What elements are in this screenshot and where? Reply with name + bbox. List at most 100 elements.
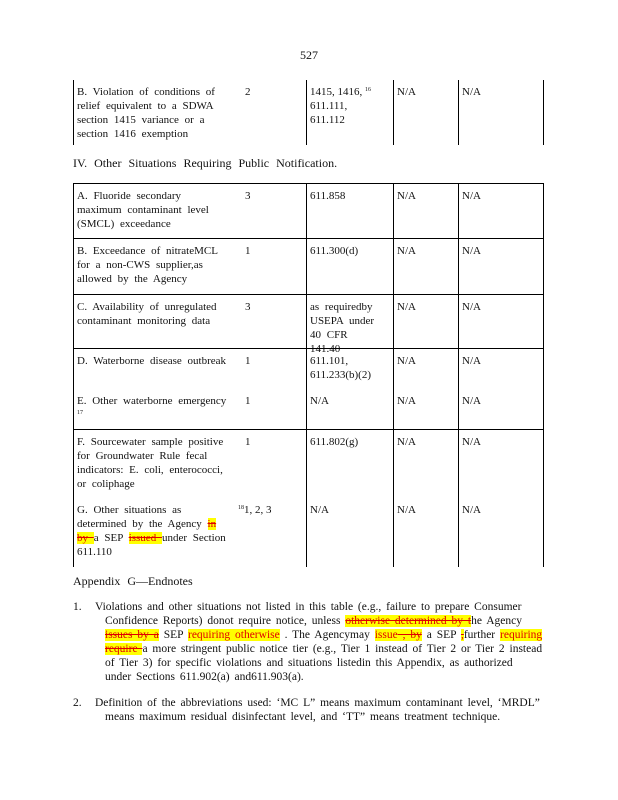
text-segment: further (463, 629, 501, 641)
citation-cell: 1415, 1416, 16 611.111, 611.112 (306, 80, 393, 145)
na-cell: N/A N/A (393, 430, 458, 567)
table-row: D. Waterborne disease outbreak E. Other w… (73, 348, 544, 429)
na-text: N/A (462, 355, 481, 367)
na-cell: N/A (393, 184, 458, 238)
footnote-ref: 18 (238, 505, 244, 511)
inserted-text: requiring otherwise (187, 629, 280, 641)
tier-text: 1 (245, 245, 251, 257)
na-text: N/A (462, 190, 481, 202)
footnote-ref: 17 (77, 410, 83, 416)
text-segment: he Agency (471, 615, 522, 627)
na-text: N/A (397, 436, 416, 448)
na-text: N/A (397, 190, 416, 202)
text-segment: . The Agencymay (279, 629, 375, 641)
inserted-text: issue (374, 629, 398, 641)
na-cell: N/A N/A (393, 349, 458, 429)
situation-cell: D. Waterborne disease outbreak E. Other w… (74, 349, 234, 429)
endnote-number: 2. (73, 697, 82, 709)
tier-cell: 1 (242, 239, 306, 294)
citation-text: 1415, 1416, (310, 86, 363, 98)
tier-text: 3 (245, 301, 251, 313)
na-text: N/A (397, 355, 416, 367)
citation-text: 611.802(g) (310, 436, 359, 448)
text-segment: G. Other situations as determined by the… (77, 504, 208, 530)
na-cell: N/A (458, 80, 545, 145)
na-text: N/A (397, 504, 416, 516)
text-segment: Violations and other situations not list… (95, 601, 522, 627)
citation-cell: 611.802(g) N/A (306, 430, 393, 567)
na-text: N/A (462, 301, 481, 313)
na-cell: N/A (393, 239, 458, 294)
text-segment: Definition of the abbreviations used: ‘M… (95, 697, 540, 723)
tier-text: 3 (245, 190, 251, 202)
na-text: N/A (462, 245, 481, 257)
tier-text: 1, 2, 3 (244, 504, 272, 516)
footnote-ref: 16 (365, 87, 371, 93)
citation-text: 611.300(d) (310, 245, 359, 257)
endnote-text: Definition of the abbreviations used: ‘M… (73, 696, 543, 724)
deleted-text: , by (397, 629, 422, 641)
na-text: N/A (462, 395, 481, 407)
inserted-text: requiring (500, 629, 543, 641)
citation-text: N/A (310, 504, 329, 516)
endnotes-heading: Appendix G—Endnotes (73, 574, 193, 588)
na-text: N/A (397, 301, 416, 313)
na-text: N/A (397, 245, 416, 257)
table-row: A. Fluoride secondary maximum contaminan… (73, 183, 544, 238)
text-segment: SEP (158, 629, 188, 641)
table-row: F. Sourcewater sample positive for Groun… (73, 429, 544, 567)
situation-cell: F. Sourcewater sample positive for Groun… (74, 430, 234, 567)
na-cell: N/A N/A (458, 349, 545, 429)
citation-text: as requiredby USEPA under 40 CFR 141.40 (310, 301, 375, 355)
page-number: 527 (300, 48, 318, 62)
tier-cell: 2 (245, 86, 251, 98)
situation-text: A. Fluoride secondary maximum contaminan… (77, 190, 209, 230)
citation-text: 611.111, 611.112 (310, 100, 348, 126)
table-row: B. Violation of conditions of relief equ… (73, 80, 544, 145)
situation-cell: A. Fluoride secondary maximum contaminan… (74, 184, 234, 238)
table-row: C. Availability of unregulated contamina… (73, 294, 545, 355)
citation-text: N/A (310, 395, 329, 407)
situation-text: C. Availability of unregulated contamina… (77, 301, 217, 327)
situation-cell: C. Availability of unregulated contamina… (74, 295, 234, 348)
situation-cell: B. Violation of conditions of relief equ… (77, 86, 215, 140)
deleted-text: otherwise determined by t (345, 615, 472, 627)
text-segment: a more stringent public notice tier (e.g… (105, 643, 543, 683)
na-cell: N/A (393, 80, 458, 145)
na-text: N/A (462, 504, 481, 516)
tier-text: 1 (245, 355, 251, 367)
na-text: N/A (397, 395, 416, 407)
citation-cell: 611.858 (306, 184, 393, 238)
deleted-text: , (460, 629, 464, 641)
situation-text: B. Exceedance of nitrateMCL for a non-CW… (77, 245, 218, 285)
section-heading: IV. Other Situations Requiring Public No… (73, 156, 338, 170)
tier-text: 1 (245, 395, 251, 407)
tier-cell: 3 (242, 295, 306, 348)
citation-cell: 611.300(d) (306, 239, 393, 294)
deleted-text: require (105, 643, 143, 655)
text-segment: a SEP (421, 629, 461, 641)
situation-text: F. Sourcewater sample positive for Groun… (77, 436, 224, 490)
endnote-1: 1. Violations and other situations not li… (73, 600, 543, 684)
na-cell: N/A N/A (458, 430, 545, 567)
citation-text: 611.101, 611.233(b)(2) (310, 355, 371, 381)
citation-text: 611.858 (310, 190, 346, 202)
tier-cell: 3 (242, 184, 306, 238)
top-table: B. Violation of conditions of relief equ… (73, 80, 544, 145)
tier-cell: 1 181, 2, 3 (238, 430, 306, 567)
endnote-2: 2. Definition of the abbreviations used: … (73, 696, 543, 724)
tier-text: 1 (245, 436, 251, 448)
situation-text: E. Other waterborne emergency (77, 395, 227, 407)
text-segment: under Section 611.110 (77, 532, 226, 558)
na-text: N/A (462, 436, 481, 448)
situation-cell: B. Exceedance of nitrateMCL for a non-CW… (74, 239, 234, 294)
deleted-text: issues by a (105, 629, 159, 641)
na-cell: N/A (458, 184, 545, 238)
citation-cell: 611.101, 611.233(b)(2) N/A (306, 349, 393, 429)
endnote-number: 1. (73, 601, 82, 613)
table-row: B. Exceedance of nitrateMCL for a non-CW… (73, 238, 544, 294)
text-segment: a SEP (93, 532, 129, 544)
na-cell: N/A (458, 295, 545, 348)
deleted-text: issued (128, 532, 162, 544)
